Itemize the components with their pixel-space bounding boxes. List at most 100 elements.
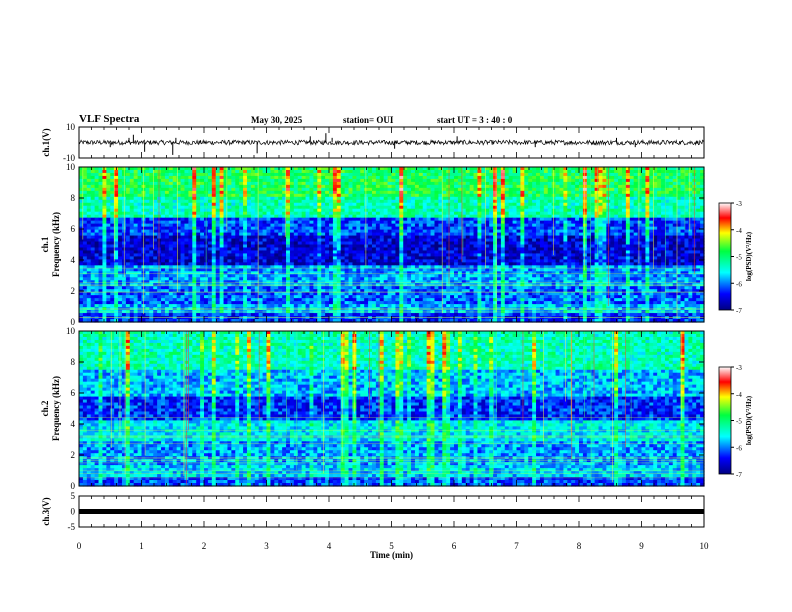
spectrogram-cell (344, 223, 350, 228)
spectrogram-cell (411, 211, 416, 216)
spectrogram-cell (516, 187, 522, 192)
spectrogram-cell (614, 253, 619, 258)
spectrogram-cell (496, 202, 502, 207)
spectrogram-cell (500, 223, 506, 228)
spectrogram-cell (223, 229, 229, 234)
spectrogram-cell (231, 235, 236, 240)
spectrogram-cell (461, 181, 467, 186)
spectrogram-cell (457, 256, 463, 260)
spectrogram-cell (157, 205, 162, 210)
spectrogram-cell (641, 256, 647, 260)
spectrogram-cell (586, 217, 592, 222)
spectrogram-cell (149, 247, 154, 252)
spectrogram-cell (129, 247, 135, 252)
spectrogram-cell (164, 223, 170, 228)
spectrogram-cell (606, 217, 611, 222)
spectrogram-cell (645, 250, 650, 255)
spectrogram-cell (457, 229, 463, 234)
spectrogram-cell (610, 235, 615, 240)
spectrogram-cell (575, 190, 580, 195)
spectrogram-cell (481, 250, 486, 255)
spectrogram-cell (145, 208, 150, 213)
spectrogram-cell (301, 178, 307, 183)
spectrogram-cell (446, 238, 451, 243)
spectrogram-cell (106, 229, 111, 234)
spectrogram-cell (649, 199, 654, 204)
spectrogram-cell (481, 205, 486, 210)
spectrogram-cell (672, 205, 678, 210)
spectrogram-cell (79, 256, 84, 260)
spectrogram-cell (582, 250, 588, 255)
spectrogram-cell (571, 232, 576, 237)
spectrogram-cell (227, 232, 232, 237)
spectrogram-cell (207, 196, 213, 201)
spectrogram-cell (688, 250, 693, 255)
spectrogram-cell (371, 214, 377, 219)
spectrogram-cell (489, 184, 494, 189)
spectrogram-cell (243, 169, 248, 174)
spectrogram-cell (356, 241, 361, 246)
spectrogram-cell (129, 205, 135, 210)
spectrogram-cell (590, 214, 596, 219)
spectrogram-cell (508, 217, 514, 222)
spectrogram-cell (657, 238, 662, 243)
spectrogram-cell (239, 226, 244, 231)
spectrogram-cell (258, 184, 264, 189)
spectrogram-cell (336, 187, 342, 192)
spectrogram-cell (340, 178, 346, 183)
spectrogram-cell (243, 229, 248, 234)
spectrogram-cell (645, 181, 650, 186)
spectrogram-cell (500, 232, 506, 237)
spectrogram-cell (243, 235, 248, 240)
spectrogram-cell (145, 220, 150, 225)
spectrogram-cell (262, 241, 268, 246)
spectrogram-cell (641, 247, 647, 252)
spectrogram-cell (489, 247, 494, 252)
spectrogram-cell (86, 193, 92, 198)
spectrogram-cell (649, 253, 654, 258)
spectrogram-cell (360, 211, 365, 216)
spectrogram-cell (500, 175, 506, 180)
spectrogram-cell (356, 184, 361, 189)
spectrogram-cell (379, 220, 385, 225)
spectrogram-cell (243, 220, 248, 225)
spectrogram-cell (211, 199, 217, 204)
spectrogram-cell (278, 217, 283, 222)
spectrogram-cell (496, 187, 502, 192)
spectrogram-cell (297, 211, 303, 216)
spectrogram-cell (184, 205, 189, 210)
spectrogram-cell (137, 238, 143, 243)
spectrogram-cell (582, 193, 588, 198)
spectrogram-cell (133, 178, 139, 183)
spectrogram-cell (176, 229, 182, 234)
spectrogram-cell (676, 208, 682, 213)
spectrogram-cell (153, 184, 158, 189)
spectrogram-cell (403, 181, 408, 186)
spectrogram-cell (411, 202, 416, 207)
spectrogram-cell (161, 187, 166, 192)
spectrogram-cell (567, 169, 572, 174)
spectrogram-cell (161, 202, 166, 207)
spectrogram-cell (657, 175, 662, 180)
spectrogram-cell (246, 175, 252, 180)
spectrogram-cell (114, 232, 119, 237)
spectrogram-cell (395, 190, 400, 195)
spectrogram-cell (582, 196, 588, 201)
spectrogram-cell (270, 169, 275, 174)
spectrogram-cell (582, 226, 588, 231)
spectrogram-cell (430, 193, 436, 198)
spectrogram-cell (454, 190, 459, 195)
spectrogram-cell (391, 202, 397, 207)
spectrogram-cell (688, 253, 693, 258)
spectrogram-cell (520, 223, 525, 228)
spectrogram-cell (536, 193, 541, 198)
spectrogram-cell (227, 217, 232, 222)
spectrogram-cell (520, 181, 525, 186)
spectrogram-cell (368, 184, 373, 189)
spectrogram-cell (172, 178, 178, 183)
spectrogram-cell (469, 217, 475, 222)
spectrogram-cell (520, 226, 525, 231)
spectrogram-cell (219, 202, 225, 207)
spectrogram-cell (391, 190, 397, 195)
spectrogram-cell (305, 178, 311, 183)
